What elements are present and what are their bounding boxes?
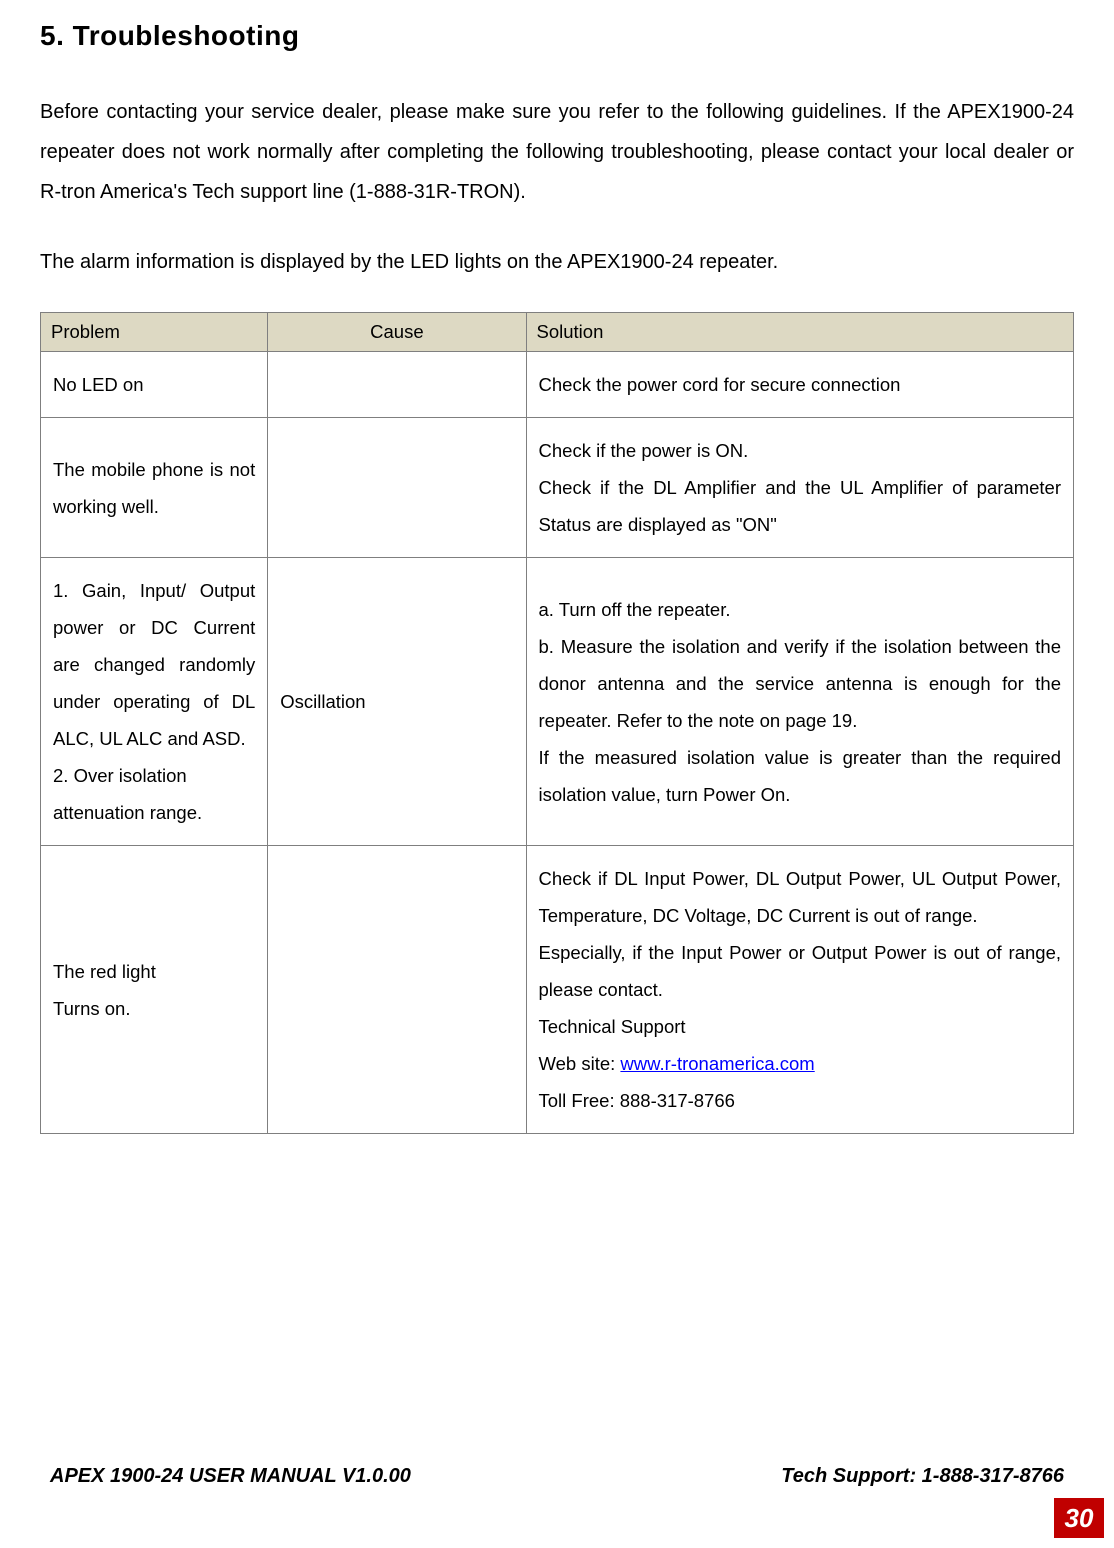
troubleshooting-table: Problem Cause Solution No LED on Check t…: [40, 312, 1074, 1134]
header-problem: Problem: [41, 313, 268, 352]
solution-text-post: Toll Free: 888-317-8766: [539, 1090, 735, 1111]
cell-problem: The red lightTurns on.: [41, 846, 268, 1134]
cell-problem: No LED on: [41, 352, 268, 418]
cell-solution: Check the power cord for secure connecti…: [526, 352, 1074, 418]
table-row: The mobile phone is not working well. Ch…: [41, 418, 1074, 558]
header-cause: Cause: [268, 313, 526, 352]
cell-problem: The mobile phone is not working well.: [41, 418, 268, 558]
cell-solution: Check if the power is ON.Check if the DL…: [526, 418, 1074, 558]
footer-right: Tech Support: 1-888-317-8766: [781, 1465, 1064, 1488]
table-row: No LED on Check the power cord for secur…: [41, 352, 1074, 418]
table-header-row: Problem Cause Solution: [41, 313, 1074, 352]
table-row: The red lightTurns on. Check if DL Input…: [41, 846, 1074, 1134]
page-number-badge: 30: [1054, 1498, 1104, 1538]
header-solution: Solution: [526, 313, 1074, 352]
alarm-info-line: The alarm information is displayed by th…: [40, 242, 1074, 282]
cell-cause: Oscillation: [268, 558, 526, 846]
intro-paragraph: Before contacting your service dealer, p…: [40, 92, 1074, 212]
cell-cause: [268, 418, 526, 558]
cell-solution: Check if DL Input Power, DL Output Power…: [526, 846, 1074, 1134]
cell-cause: [268, 352, 526, 418]
cell-problem: 1. Gain, Input/ Output power or DC Curre…: [41, 558, 268, 846]
page-footer: APEX 1900-24 USER MANUAL V1.0.00 Tech Su…: [50, 1465, 1064, 1488]
cell-solution: a. Turn off the repeater.b. Measure the …: [526, 558, 1074, 846]
section-heading: 5. Troubleshooting: [40, 20, 1074, 52]
support-website-link[interactable]: www.r-tronamerica.com: [620, 1053, 814, 1074]
table-row: 1. Gain, Input/ Output power or DC Curre…: [41, 558, 1074, 846]
footer-left: APEX 1900-24 USER MANUAL V1.0.00: [50, 1465, 411, 1488]
solution-text-pre: Check if DL Input Power, DL Output Power…: [539, 868, 1062, 1074]
cell-cause: [268, 846, 526, 1134]
